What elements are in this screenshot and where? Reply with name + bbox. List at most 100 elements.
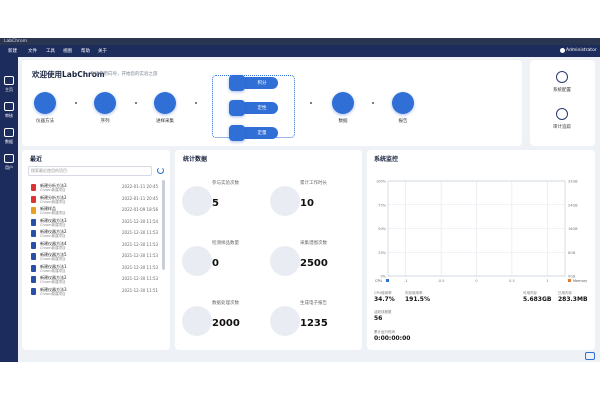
stat-value: 2500	[300, 258, 328, 269]
menu-item[interactable]: 视图	[63, 49, 72, 54]
welcome-title: 欢迎使用LabChrom	[32, 70, 105, 79]
x-tick-label: -1	[404, 279, 408, 283]
welcome-subtitle: 要按使用向导，开始您的实验之旅	[90, 72, 158, 77]
stat-circle	[182, 306, 212, 336]
menu-item[interactable]: 新建	[8, 49, 17, 54]
sidebar-icon[interactable]	[4, 154, 14, 163]
process-label[interactable]: 定性	[257, 106, 267, 111]
process-icon	[229, 125, 245, 141]
step-label: 数据	[338, 119, 348, 124]
step-label: 进样采集	[156, 119, 174, 124]
file-icon[interactable]	[31, 241, 36, 249]
recent-title: 最近	[30, 156, 43, 163]
process-pill[interactable]	[240, 77, 278, 89]
stat-circle	[270, 186, 300, 216]
recent-project: Chrom新建项目	[40, 199, 66, 204]
metric-label: 活跃线程数	[374, 310, 392, 314]
file-icon[interactable]	[31, 287, 36, 295]
scrollbar[interactable]	[162, 180, 165, 270]
tool-label[interactable]: 审计追踪	[553, 125, 571, 130]
sidebar-label[interactable]: 审核	[5, 113, 13, 118]
recent-project: Chrom新建项目	[40, 211, 66, 215]
user-name[interactable]: Administrator	[566, 48, 597, 53]
y-tick-label: 25%	[378, 251, 386, 255]
file-icon[interactable]	[31, 264, 36, 272]
chat-button[interactable]	[585, 352, 595, 360]
y-tick-label: 0%	[380, 275, 386, 279]
recent-name[interactable]: 新建仪器方法3	[40, 286, 67, 292]
monitor-title: 系统监控	[374, 156, 399, 163]
y2-tick-label: 32GB	[568, 180, 578, 184]
step-icon[interactable]	[392, 92, 414, 114]
recent-name[interactable]: 新建仪器方法3	[40, 217, 67, 223]
user-icon	[560, 48, 565, 53]
step-icon[interactable]	[34, 92, 56, 114]
process-label[interactable]: 定量	[257, 131, 267, 136]
recent-name[interactable]: 新建样品	[40, 206, 56, 211]
recent-name[interactable]: 新建仪器方法5	[40, 252, 67, 257]
window-title: LabChrom	[4, 39, 28, 44]
tool-label[interactable]: 系统配置	[553, 88, 571, 93]
metric-label: 已用内存	[558, 291, 572, 295]
sidebar-icon[interactable]	[4, 102, 14, 111]
file-icon[interactable]	[31, 184, 36, 191]
recent-name[interactable]: 新建仪器方法2	[40, 275, 67, 280]
menu-item[interactable]: 关于	[98, 49, 107, 54]
tool-icon[interactable]	[556, 108, 568, 120]
stat-value: 2000	[212, 318, 240, 329]
stat-circle	[182, 186, 212, 216]
recent-card	[22, 150, 170, 350]
flow-arrow	[195, 102, 197, 104]
step-icon[interactable]	[154, 92, 176, 114]
file-icon[interactable]	[31, 207, 36, 214]
tool-icon[interactable]	[556, 71, 568, 83]
process-pill[interactable]	[240, 127, 278, 139]
recent-name[interactable]: 新建分析方法3	[40, 183, 67, 188]
menu-item[interactable]: 文件	[28, 49, 37, 54]
stat-label: 采集谱图次数	[300, 241, 327, 246]
search-box[interactable]	[28, 166, 152, 176]
process-label[interactable]: 积分	[257, 81, 267, 86]
stat-circle	[270, 246, 300, 276]
metric-label: CPU使用率	[374, 291, 392, 295]
menu-item[interactable]: 帮助	[81, 49, 90, 54]
metric-value: 56	[374, 315, 383, 322]
file-icon[interactable]	[31, 253, 36, 260]
stat-label: 生成电子报告	[300, 301, 327, 306]
y2-tick-label: 0GB	[568, 275, 576, 279]
refresh-button[interactable]	[157, 167, 164, 174]
file-icon[interactable]	[31, 218, 36, 226]
x-tick-label: 0	[475, 279, 477, 283]
file-icon[interactable]	[31, 195, 36, 203]
stat-circle	[182, 246, 212, 276]
step-icon[interactable]	[94, 92, 116, 114]
recent-name[interactable]: 新建仪器方法4	[40, 240, 67, 246]
step-icon[interactable]	[332, 92, 354, 114]
sidebar-icon[interactable]	[4, 128, 14, 137]
recent-time: 2022-01-11 20:45	[122, 195, 159, 201]
menu-item[interactable]: 工具	[46, 49, 55, 54]
metric-label: 可用内存	[523, 291, 537, 295]
sidebar-label[interactable]: 数据	[5, 139, 13, 144]
sidebar-icon[interactable]	[4, 76, 14, 85]
file-icon[interactable]	[31, 276, 36, 283]
search-placeholder: 搜索最近使用的项目	[31, 168, 67, 173]
flow-arrow	[75, 102, 77, 104]
sidebar-label[interactable]: 用户	[5, 165, 13, 170]
legend-swatch	[386, 279, 389, 282]
step-label: 报告	[398, 119, 408, 124]
flow-arrow	[310, 102, 312, 104]
legend-swatch	[568, 279, 571, 282]
monitor-chart: 100% 32GB 75% 24GB 50% 16GB 25% 8GB 0% 0GB -1 -0.5 0…	[375, 180, 587, 284]
recent-name[interactable]: 新建仪器方法2	[40, 229, 67, 234]
sidebar-label[interactable]: 主页	[5, 87, 13, 92]
recent-name[interactable]: 新建仪器方法1	[40, 263, 67, 269]
process-pill[interactable]	[240, 102, 278, 114]
stat-value: 5	[212, 198, 219, 209]
file-icon[interactable]	[31, 230, 36, 237]
title-bar	[0, 38, 600, 45]
recent-project: Chrom新建项目	[40, 268, 66, 273]
recent-time: 2021-12-30 11:53	[122, 264, 159, 270]
recent-name[interactable]: 新建分析方法2	[40, 194, 67, 200]
